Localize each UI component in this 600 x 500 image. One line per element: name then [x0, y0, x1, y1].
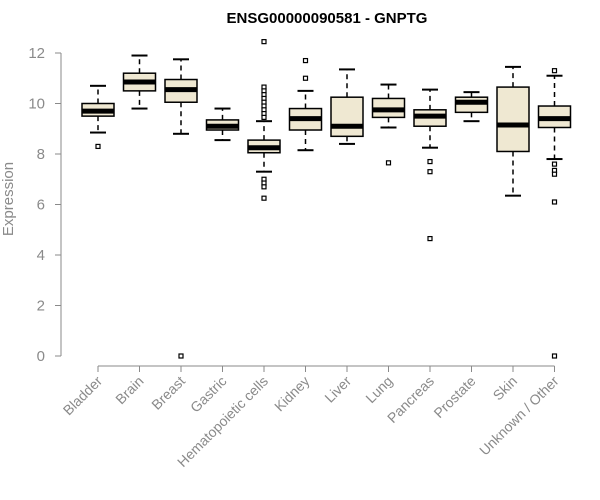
x-tick-label: Skin [490, 373, 521, 404]
y-tick-label: 0 [37, 348, 45, 365]
box-breast [164, 58, 198, 359]
boxes-group [81, 39, 572, 359]
box-bladder [81, 84, 115, 150]
box-gastric [205, 107, 240, 142]
x-tick-label: Lung [362, 373, 395, 406]
box-prostate [454, 91, 489, 123]
outlier-point [551, 68, 558, 74]
outlier-point [551, 353, 558, 359]
y-tick-label: 8 [37, 146, 45, 163]
iqr-box [496, 86, 530, 153]
outlier-point [551, 171, 558, 177]
x-tick-label: Brain [112, 373, 146, 407]
x-tick-label: Breast [148, 373, 188, 413]
outlier-point [261, 39, 267, 45]
outlier-point [261, 114, 267, 120]
y-axis: 0 2 4 6 8 10 12 [28, 45, 62, 365]
y-tick-label: 12 [28, 45, 45, 62]
outlier-point [178, 353, 184, 359]
iqr-box [330, 96, 364, 138]
x-tick-label: Prostate [430, 373, 478, 421]
box-liver [330, 68, 364, 145]
iqr-box [454, 96, 489, 114]
x-tick-label: Unknown / Other [476, 373, 562, 459]
x-tick-label: Liver [321, 373, 354, 406]
outlier-point [551, 161, 558, 167]
y-axis-label: Expression [0, 162, 17, 236]
y-tick-label: 6 [37, 197, 45, 214]
outlier-point [427, 158, 433, 165]
box-pancreas [413, 88, 447, 242]
outlier-point [302, 57, 309, 64]
outlier-point [261, 184, 267, 190]
outlier-point [427, 169, 433, 175]
outlier-point [302, 75, 309, 81]
chart-title: ENSG00000090581 - GNPTG [227, 10, 428, 27]
outlier-point [551, 199, 558, 205]
outlier-point [427, 235, 433, 242]
x-tick-label: Bladder [60, 373, 106, 419]
x-tick-label: Kidney [271, 373, 313, 415]
box-lung [371, 83, 406, 166]
outlier-point [385, 160, 392, 166]
y-tick-label: 10 [28, 96, 45, 113]
box-skin [496, 65, 530, 197]
box-unknown-other [537, 68, 572, 359]
y-tick-label: 2 [37, 298, 45, 315]
y-tick-label: 4 [37, 247, 45, 264]
outlier-point [261, 195, 267, 201]
box-hematopoietic-cells [247, 39, 281, 201]
outlier-point [95, 143, 101, 150]
box-brain [122, 54, 157, 110]
box-kidney [288, 57, 323, 152]
